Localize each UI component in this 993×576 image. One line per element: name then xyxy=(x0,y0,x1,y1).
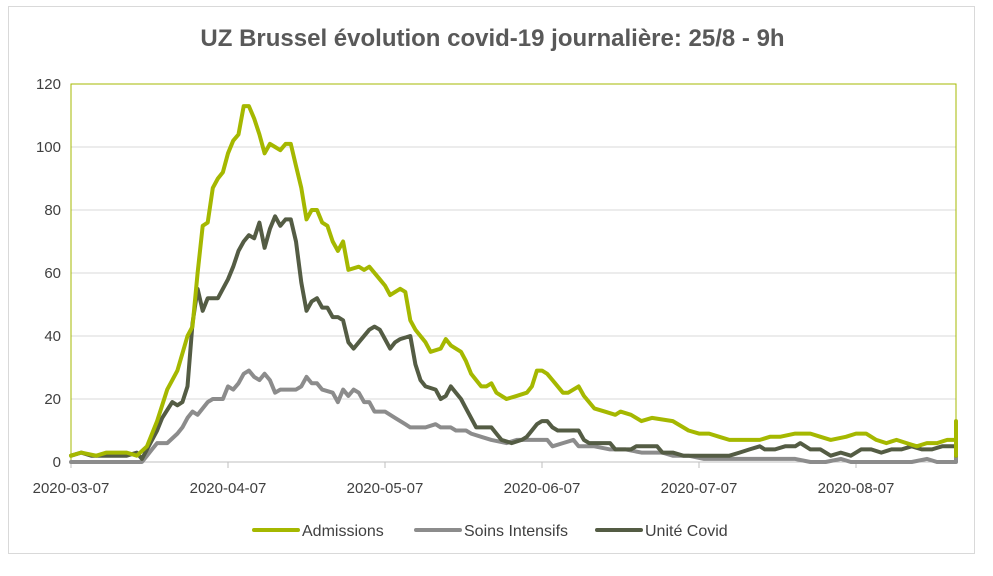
y-tick-label: 100 xyxy=(36,139,61,156)
y-tick-label: 40 xyxy=(44,328,61,345)
x-tick-label: 2020-04-07 xyxy=(190,480,267,497)
y-tick-label: 120 xyxy=(36,76,61,93)
chart-title: UZ Brussel évolution covid-19 journalièr… xyxy=(200,25,785,52)
legend-label: Admissions xyxy=(302,523,384,540)
x-tick-label: 2020-03-07 xyxy=(33,480,110,497)
series-line-admissions xyxy=(69,104,958,458)
series-line-unit-covid xyxy=(69,214,958,461)
x-tick-label: 2020-08-07 xyxy=(818,480,895,497)
x-tick-label: 2020-05-07 xyxy=(347,480,424,497)
legend-label: Unité Covid xyxy=(645,523,728,540)
chart-frame: UZ Brussel évolution covid-19 journalièr… xyxy=(8,6,975,554)
x-tick-label: 2020-07-07 xyxy=(661,480,738,497)
y-tick-label: 20 xyxy=(44,391,61,408)
series-line-soins-intensifs xyxy=(69,368,958,464)
y-tick-label: 80 xyxy=(44,202,61,219)
legend-label: Soins Intensifs xyxy=(464,523,568,540)
x-tick-label: 2020-06-07 xyxy=(504,480,581,497)
y-tick-label: 0 xyxy=(53,454,61,471)
y-tick-label: 60 xyxy=(44,265,61,282)
